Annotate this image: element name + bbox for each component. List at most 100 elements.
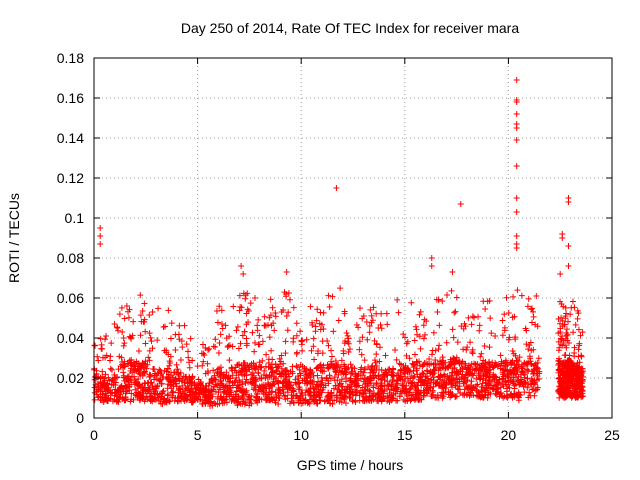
data-point: [343, 375, 350, 382]
data-point: [261, 313, 268, 320]
data-point: [259, 338, 266, 345]
data-point: [414, 387, 421, 394]
data-point: [293, 332, 300, 339]
data-point: [341, 361, 348, 368]
data-point: [481, 343, 488, 350]
data-point: [192, 389, 199, 396]
data-point: [144, 361, 151, 368]
data-point: [200, 358, 207, 365]
data-point: [322, 382, 329, 389]
data-point: [189, 375, 196, 382]
data-point: [307, 374, 314, 381]
data-point: [258, 388, 265, 395]
data-point: [285, 382, 292, 389]
x-tick-label: 20: [501, 427, 517, 443]
data-point: [151, 376, 158, 383]
data-point: [513, 137, 520, 143]
data-point: [165, 376, 172, 383]
data-point: [282, 367, 289, 374]
data-point: [146, 384, 153, 391]
data-point: [526, 342, 533, 349]
data-point: [189, 357, 196, 364]
data-point: [489, 363, 496, 370]
data-point: [576, 342, 583, 349]
data-point: [556, 385, 563, 392]
data-point: [289, 395, 296, 402]
data-point: [360, 378, 367, 385]
data-point: [191, 382, 198, 389]
data-point: [565, 199, 572, 205]
data-point: [337, 380, 344, 387]
data-point: [226, 357, 233, 364]
data-point: [376, 344, 383, 351]
data-point: [212, 381, 219, 388]
data-point: [326, 372, 333, 379]
data-point: [102, 390, 109, 397]
data-point: [304, 378, 311, 385]
data-point: [402, 373, 409, 380]
data-point: [211, 372, 218, 379]
data-point: [557, 341, 564, 348]
data-point: [533, 293, 540, 300]
data-point: [498, 358, 505, 365]
data-point: [271, 327, 278, 334]
data-point: [408, 299, 415, 306]
data-point: [240, 389, 247, 396]
data-point: [486, 297, 493, 304]
data-point: [251, 339, 258, 346]
data-point: [117, 383, 124, 390]
data-point: [410, 374, 417, 381]
data-point: [330, 328, 337, 335]
data-point: [116, 311, 123, 318]
data-point: [268, 395, 275, 402]
data-point: [529, 386, 536, 393]
data-point: [216, 303, 223, 310]
data-point: [275, 379, 282, 386]
data-point: [230, 303, 237, 310]
data-point: [349, 370, 356, 377]
data-point: [563, 382, 570, 389]
data-point: [447, 389, 454, 396]
data-point: [430, 374, 437, 381]
data-point: [564, 331, 571, 338]
data-point: [149, 345, 156, 352]
data-point: [167, 360, 174, 367]
data-point: [153, 372, 160, 379]
y-tick-label: 0.14: [57, 130, 84, 146]
data-point: [163, 347, 170, 354]
data-point: [571, 382, 578, 389]
data-point: [508, 368, 515, 375]
data-point: [254, 322, 261, 329]
data-point: [455, 386, 462, 393]
data-point: [186, 359, 193, 366]
data-point: [269, 304, 276, 311]
data-point: [579, 368, 586, 375]
data-point: [421, 331, 428, 338]
data-point: [452, 308, 459, 315]
data-point: [290, 304, 297, 311]
data-point: [91, 396, 98, 403]
data-point: [283, 293, 290, 300]
data-point: [416, 333, 423, 340]
data-point: [187, 389, 194, 396]
data-point: [238, 263, 245, 269]
data-point: [264, 396, 271, 403]
data-point: [124, 360, 131, 367]
data-point: [206, 380, 213, 387]
data-point: [324, 361, 331, 368]
data-point: [386, 390, 393, 397]
data-point: [347, 361, 354, 368]
data-point: [530, 366, 537, 373]
data-point: [319, 377, 326, 384]
data-point: [506, 334, 513, 341]
data-point: [177, 390, 184, 397]
data-point: [375, 324, 382, 331]
data-point: [566, 358, 573, 365]
data-point: [331, 377, 338, 384]
data-point: [282, 396, 289, 403]
data-point: [349, 398, 356, 405]
data-point: [278, 309, 285, 316]
data-point: [484, 380, 491, 387]
data-point: [361, 384, 368, 391]
data-point: [418, 389, 425, 396]
